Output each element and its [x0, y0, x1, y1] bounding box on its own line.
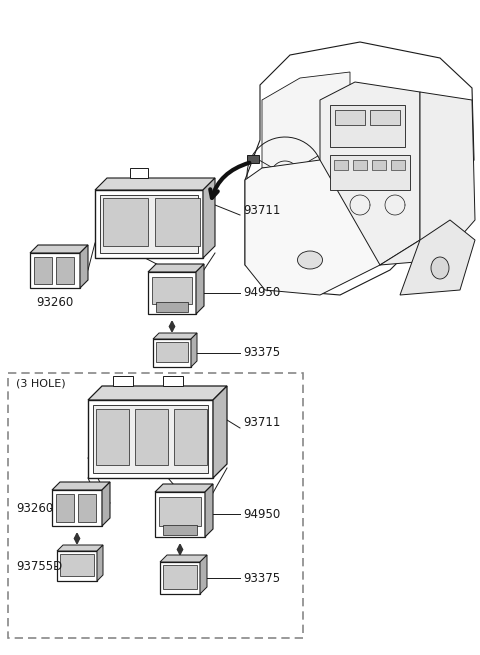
Bar — [113, 376, 133, 386]
Bar — [163, 376, 183, 386]
Bar — [34, 257, 52, 284]
Polygon shape — [245, 160, 380, 295]
Bar — [372, 160, 386, 170]
Text: 93375: 93375 — [243, 346, 280, 360]
Bar — [56, 494, 74, 522]
Polygon shape — [245, 42, 474, 295]
Text: 94950: 94950 — [243, 508, 280, 521]
Bar — [391, 160, 405, 170]
Polygon shape — [205, 484, 213, 537]
Polygon shape — [160, 555, 207, 562]
Bar — [78, 494, 96, 522]
Bar — [156, 342, 188, 362]
Bar — [130, 168, 148, 178]
Text: 93711: 93711 — [243, 415, 280, 428]
Polygon shape — [196, 264, 204, 314]
Polygon shape — [203, 178, 215, 258]
Text: 93260: 93260 — [36, 296, 73, 309]
Bar — [247, 155, 259, 163]
Text: 93711: 93711 — [243, 204, 280, 217]
Bar — [159, 497, 201, 526]
Polygon shape — [320, 82, 420, 265]
Bar — [160, 562, 200, 594]
Bar — [60, 554, 94, 576]
Bar — [330, 105, 405, 147]
Text: 94950: 94950 — [243, 286, 280, 299]
Bar — [96, 409, 129, 465]
Polygon shape — [80, 245, 88, 288]
Bar — [163, 525, 197, 535]
Bar — [335, 110, 365, 125]
Polygon shape — [95, 178, 215, 190]
Bar — [174, 409, 207, 465]
Polygon shape — [148, 264, 204, 272]
Bar — [334, 160, 348, 170]
Polygon shape — [97, 545, 103, 581]
Bar — [155, 198, 200, 246]
Bar — [155, 492, 205, 537]
Bar — [353, 160, 367, 170]
Bar — [152, 277, 192, 304]
Polygon shape — [191, 333, 197, 367]
Polygon shape — [400, 220, 475, 295]
Bar — [370, 110, 400, 125]
Bar — [57, 551, 97, 581]
Bar — [156, 302, 188, 312]
Bar — [103, 198, 148, 246]
Bar — [148, 272, 196, 314]
Polygon shape — [200, 555, 207, 594]
Bar — [135, 409, 168, 465]
Bar — [163, 565, 197, 589]
Polygon shape — [52, 482, 110, 490]
Bar — [88, 400, 213, 478]
Ellipse shape — [431, 257, 449, 279]
Bar — [153, 339, 191, 367]
Bar — [93, 405, 208, 473]
Polygon shape — [380, 92, 475, 265]
Bar — [30, 253, 80, 288]
Polygon shape — [155, 484, 213, 492]
Bar — [330, 155, 410, 190]
Bar — [95, 190, 203, 258]
Polygon shape — [153, 333, 197, 339]
Ellipse shape — [298, 251, 323, 269]
Polygon shape — [30, 245, 88, 253]
Polygon shape — [102, 482, 110, 526]
Bar — [8, 373, 303, 638]
Polygon shape — [88, 386, 227, 400]
Text: 93755D: 93755D — [16, 559, 62, 572]
Polygon shape — [262, 72, 350, 168]
Polygon shape — [213, 386, 227, 478]
Text: (3 HOLE): (3 HOLE) — [16, 379, 66, 389]
Bar — [56, 257, 74, 284]
Polygon shape — [57, 545, 103, 551]
Bar — [100, 195, 198, 253]
Text: 93375: 93375 — [243, 572, 280, 584]
Bar — [52, 490, 102, 526]
Text: 93260: 93260 — [16, 502, 53, 514]
